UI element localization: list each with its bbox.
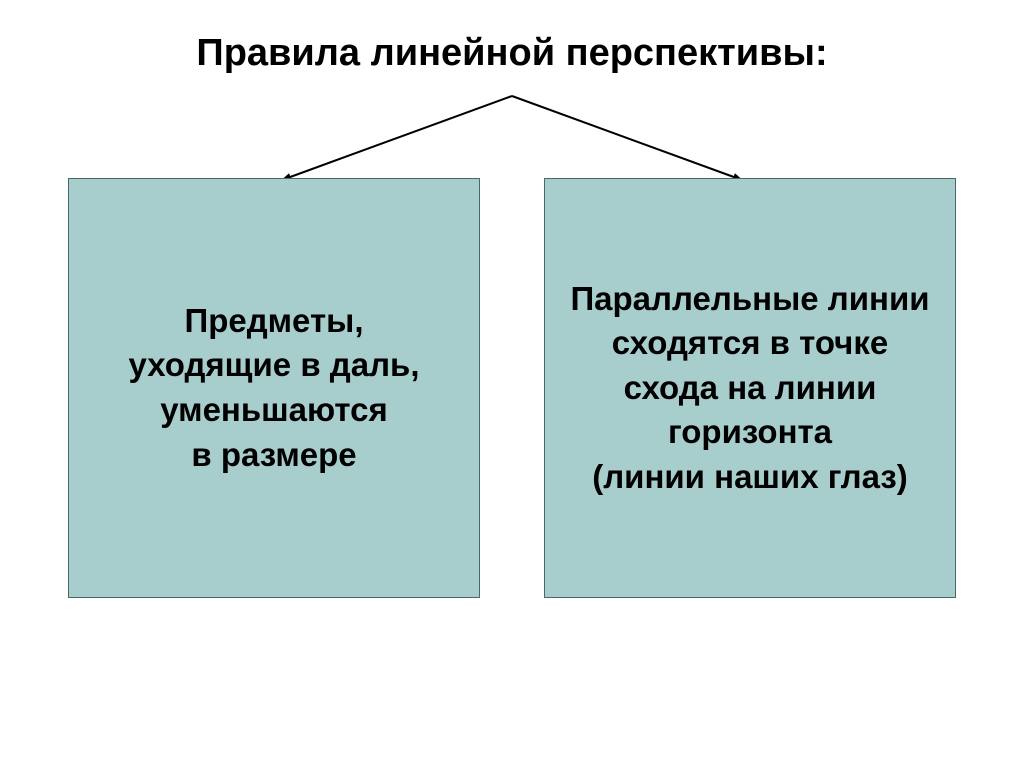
rule-box-left: Предметы, уходящие в даль, уменьшаются в… [68, 178, 480, 598]
arrow-left [282, 96, 512, 180]
rule-box-right: Параллельные линии сходятся в точке сход… [544, 178, 956, 598]
diagram-title: Правила линейной перспективы: [0, 32, 1024, 75]
rule-box-right-text: Параллельные линии сходятся в точке сход… [550, 277, 949, 500]
arrow-right [512, 96, 742, 180]
rule-box-left-text: Предметы, уходящие в даль, уменьшаются в… [108, 299, 439, 477]
